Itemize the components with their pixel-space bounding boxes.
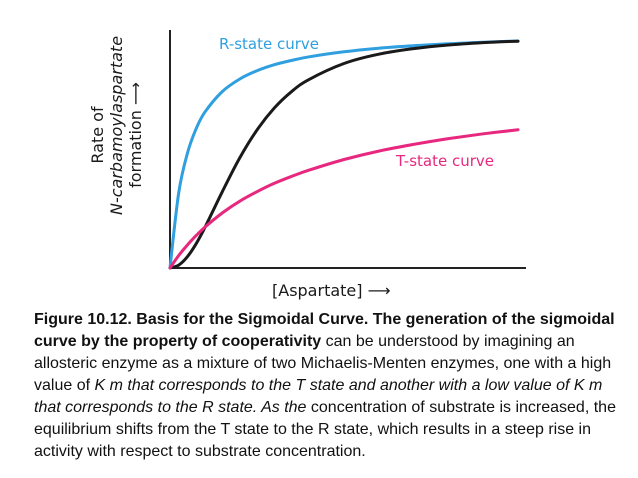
caption-bold: Figure 10.12. Basis for the Sigmoidal Cu… — [34, 311, 615, 350]
caption-italic: K m that corresponds to the T state and … — [34, 377, 603, 416]
r-state-curve — [168, 39, 520, 270]
y-axis-label-line-1: Rate of — [88, 106, 107, 164]
figure-caption: Figure 10.12. Basis for the Sigmoidal Cu… — [34, 309, 630, 463]
y-axis-label-line-2: N-carbamoylaspartate — [107, 35, 126, 215]
y-axis-label: Rate of N-carbamoylaspartate formation ⟶ — [88, 35, 145, 215]
y-axis-label-line-3: formation ⟶ — [126, 82, 145, 188]
caption-text-2: concentration of substrate is increased,… — [34, 399, 616, 460]
chart — [168, 30, 526, 270]
x-axis-label: [Aspartate] ⟶ — [272, 281, 391, 300]
sigmoidal-curve — [168, 39, 520, 270]
caption-text-1: can be understood by imagining an allost… — [34, 333, 612, 394]
t-state-curve — [168, 128, 520, 270]
r-state-curve-label: R-state curve — [219, 35, 320, 53]
t-state-curve-label: T-state curve — [396, 152, 494, 170]
